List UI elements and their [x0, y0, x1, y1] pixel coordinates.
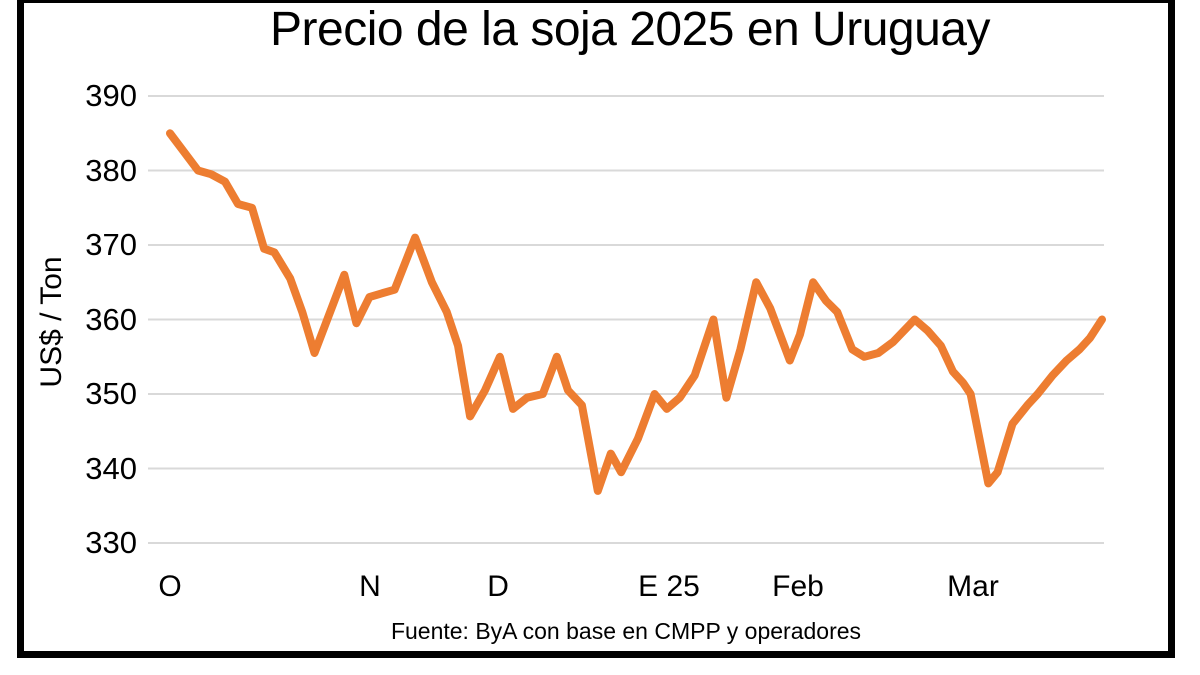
y-tick-label: 330 — [85, 525, 137, 560]
price-line-series — [166, 129, 1106, 495]
y-tick-label: 390 — [85, 78, 137, 113]
y-tick-label: 380 — [85, 152, 137, 188]
x-tick-label: D — [487, 570, 509, 603]
y-tick-label: 360 — [85, 301, 137, 337]
x-tick-label: O — [158, 570, 182, 603]
x-tick-label: Feb — [772, 570, 824, 603]
y-tick-label: 350 — [85, 376, 137, 411]
y-tick-label: 340 — [85, 450, 137, 486]
x-tick-label: E 25 — [638, 570, 700, 603]
y-axis-title: US$ / Ton — [35, 256, 68, 388]
source-note: Fuente: ByA con base en CMPP y operadore… — [390, 618, 862, 644]
x-tick-label: Mar — [947, 570, 999, 603]
y-tick-label: 370 — [85, 227, 137, 262]
chart-title: Precio de la soja 2025 en Uruguay — [270, 3, 990, 56]
x-tick-label: N — [359, 570, 381, 603]
